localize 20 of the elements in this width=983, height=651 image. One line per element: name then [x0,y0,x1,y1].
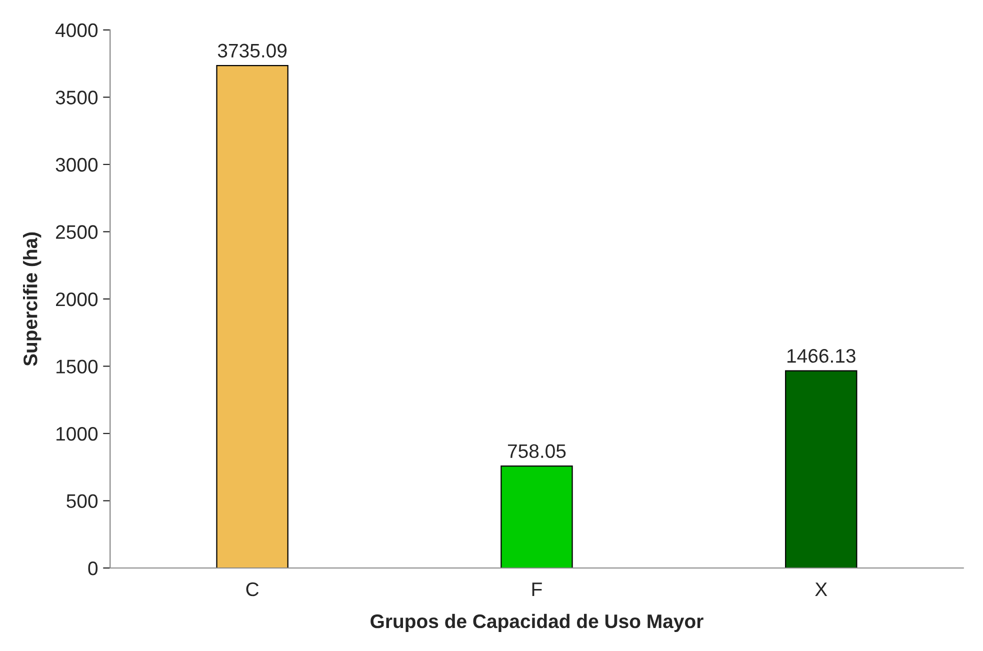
bar [500,465,573,568]
y-tick-label: 1500 [56,360,98,374]
data-label: 3735.09 [218,44,287,58]
bar [785,370,858,568]
y-tick-label: 2000 [56,292,98,306]
x-tick-label: F [532,582,542,596]
data-label: 758.05 [508,444,566,458]
bar [216,65,288,568]
y-tick-label: 1000 [56,426,98,441]
y-tick-label: 2500 [56,225,98,239]
x-tick-label: X [815,582,828,596]
y-tick-label: 4000 [55,23,98,38]
y-axis-title: Supercifie (ha) [23,232,42,366]
y-tick-label: 3000 [56,158,98,172]
x-axis-title: Grupos de Capacidad de Uso Mayor [370,614,704,632]
x-tick-label: C [246,582,259,596]
data-label: 1466.13 [787,349,856,363]
y-tick-label: 500 [66,494,98,508]
y-tick-label: 3500 [56,90,98,104]
y-tick-label: 0 [88,561,98,576]
